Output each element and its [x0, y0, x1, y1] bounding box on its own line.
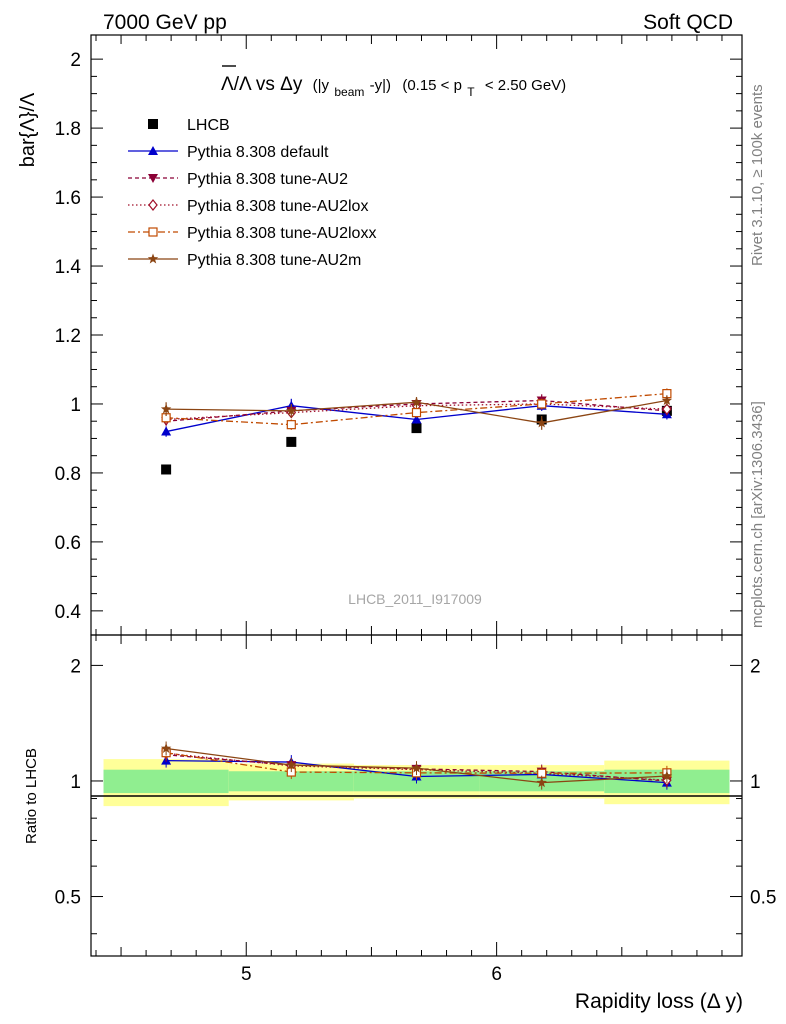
main-y-ticks: 0.4 0.6 0.8 1 1.2 1.4 1.6 1.8 2 — [55, 50, 742, 623]
legend-label-3: Pythia 8.308 tune-AU2lox — [187, 198, 368, 215]
main-ytick-label: 1.4 — [55, 257, 82, 278]
main-plot-panel: 0.4 0.6 0.8 1 1.2 1.4 1.6 1.8 2 — [55, 34, 743, 636]
header-category: Soft QCD — [643, 11, 733, 34]
main-x-ticks — [95, 35, 723, 635]
main-point-4-3 — [537, 399, 547, 409]
ratio-point-4-2 — [411, 762, 422, 773]
legend-entry-4: Pythia 8.308 tune-AU2loxx — [128, 225, 376, 242]
main-y-axis-label: bar{Λ}/Λ — [17, 92, 39, 167]
ratio-ytick-label-right: 1 — [750, 772, 761, 793]
legend-label-1: Pythia 8.308 default — [187, 144, 329, 161]
legend-entry-3: Pythia 8.308 tune-AU2lox — [128, 198, 368, 215]
main-point-5-0 — [160, 403, 172, 414]
ratio-ytick-label-left: 2 — [70, 656, 81, 677]
legend-marker-0 — [148, 119, 158, 129]
main-ytick-label: 1.6 — [55, 188, 81, 209]
plot-title-text: Λ/Λ vs Δy (|y beam -y|) (0.15 < p T < 2.… — [221, 74, 566, 101]
x-axis-label: Rapidity loss (Δ y) — [575, 990, 743, 1013]
analysis-watermark: LHCB_2011_I917009 — [348, 591, 482, 607]
ratio-band-inner-0 — [103, 769, 229, 794]
legend-marker-2 — [148, 174, 158, 183]
main-point-3-4 — [662, 403, 672, 416]
legend-marker-1 — [148, 146, 158, 155]
rivet-label: Rivet 3.1.10, ≥ 100k events — [749, 84, 766, 266]
main-ytick-label: 2 — [70, 50, 81, 71]
ratio-plot-frame — [90, 634, 743, 957]
main-point-0-2 — [411, 423, 422, 434]
ratio-point-4-0 — [160, 743, 172, 753]
main-ytick-label: 0.6 — [55, 533, 81, 554]
ratio-y-axis-label: Ratio to LHCB — [23, 748, 40, 844]
ratio-series-layer — [160, 741, 673, 790]
main-point-4-2 — [411, 407, 422, 418]
ratio-ytick-label-left: 0.5 — [55, 888, 81, 909]
ratio-point-4-4 — [661, 770, 673, 781]
legend-entry-2: Pythia 8.308 tune-AU2 — [128, 171, 348, 188]
main-point-5-1 — [286, 405, 297, 416]
x-tick-label: 6 — [491, 964, 502, 985]
legend-label-0: LHCB — [187, 117, 230, 134]
main-series-layer — [160, 388, 673, 475]
legend-label-2: Pythia 8.308 tune-AU2 — [187, 171, 348, 188]
main-ytick-label: 1.8 — [55, 119, 81, 140]
legend-marker-3 — [148, 199, 158, 211]
header-energy: 7000 GeV pp — [103, 11, 227, 34]
main-ytick-label: 1 — [70, 395, 81, 416]
main-point-5-4 — [661, 395, 673, 405]
legend-marker-4 — [148, 227, 158, 237]
ratio-point-4-1 — [286, 759, 297, 770]
main-point-5-3 — [536, 417, 547, 428]
ratio-band-inner-1 — [228, 771, 354, 792]
main-ytick-label: 0.4 — [55, 602, 82, 623]
legend-marker-5 — [147, 253, 159, 264]
legend-label-4: Pythia 8.308 tune-AU2loxx — [187, 225, 376, 242]
main-ytick-label: 1.2 — [55, 326, 81, 347]
legend: LHCB Pythia 8.308 default Pythia 8.308 tun… — [128, 117, 376, 269]
main-point-0-0 — [161, 464, 172, 475]
ratio-series-4 — [160, 741, 673, 790]
main-point-5-2 — [411, 396, 422, 407]
main-ytick-label: 0.8 — [55, 464, 81, 485]
ratio-ytick-label-right: 2 — [750, 656, 761, 677]
ratio-point-4-3 — [536, 777, 547, 788]
legend-entry-0: LHCB — [148, 117, 230, 134]
ratio-y-ticks: 0.5 0.5 1 1 2 2 — [55, 656, 776, 935]
legend-label-5: Pythia 8.308 tune-AU2m — [187, 252, 361, 269]
plot-title: Λ/Λ vs Δy (|y beam -y|) (0.15 < p T < 2.… — [221, 65, 566, 101]
main-point-4-1 — [286, 420, 296, 430]
legend-entry-1: Pythia 8.308 default — [128, 144, 329, 161]
ratio-ytick-label-left: 1 — [70, 772, 81, 793]
main-point-0-1 — [286, 436, 297, 447]
main-series-5 — [160, 395, 673, 430]
main-point-1-2 — [411, 414, 422, 424]
legend-entry-5: Pythia 8.308 tune-AU2m — [128, 252, 361, 269]
mcplots-label: mcplots.cern.ch [arXiv:1306.3436] — [749, 401, 766, 628]
x-tick-label: 5 — [241, 964, 252, 985]
main-point-1-0 — [161, 426, 172, 436]
ratio-ytick-label-right: 0.5 — [750, 888, 776, 909]
main-series-4 — [161, 388, 672, 430]
